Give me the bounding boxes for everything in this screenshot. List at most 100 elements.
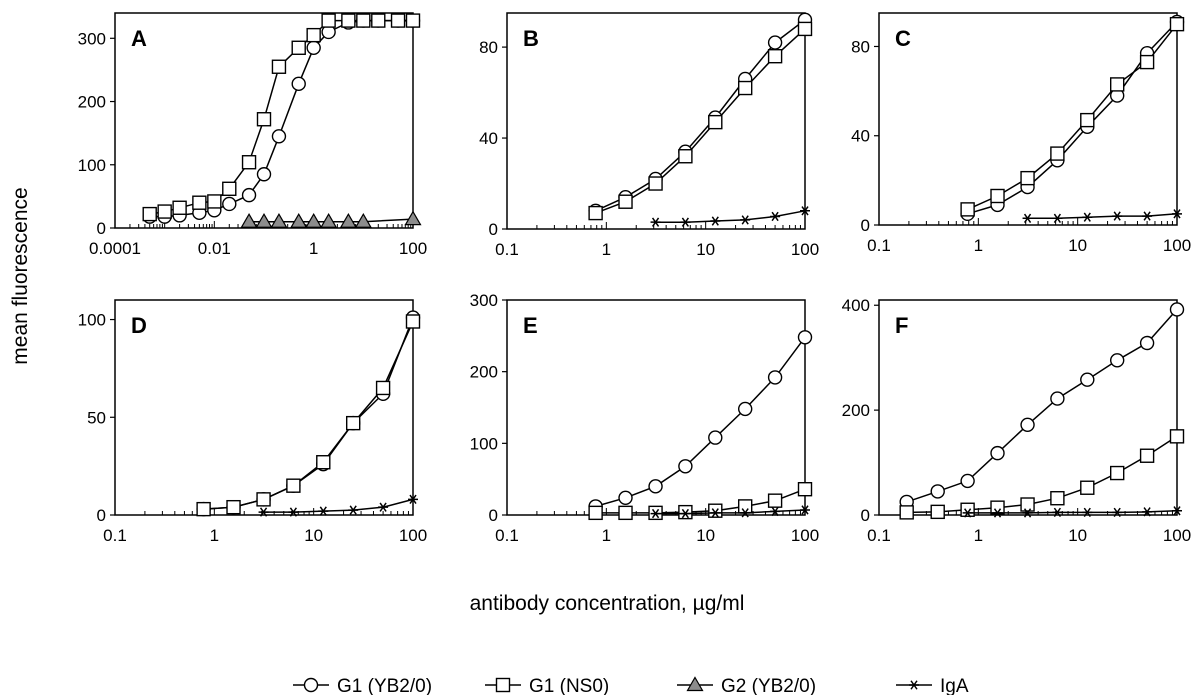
y-tick-label: 0 [489, 506, 498, 525]
series-square [142, 13, 421, 222]
data-point [899, 505, 914, 520]
data-point [648, 176, 663, 191]
x-tick-label: 0.1 [103, 526, 127, 545]
data-point [678, 459, 693, 474]
x-tick-label: 0.1 [495, 240, 519, 259]
data-point [990, 445, 1005, 461]
series-star [962, 506, 1182, 518]
panel-label: F [895, 313, 908, 338]
data-point [356, 13, 371, 28]
data-point [256, 112, 272, 127]
data-point [408, 494, 418, 505]
series-square [196, 314, 421, 517]
x-tick-label: 0.01 [198, 239, 231, 258]
data-point [1142, 507, 1153, 517]
data-point [1080, 372, 1095, 387]
series-circle [142, 13, 421, 224]
x-tick-label: 1 [602, 240, 611, 259]
data-point [737, 499, 753, 514]
data-point [1112, 507, 1123, 518]
data-point [1080, 480, 1095, 495]
y-tick-label: 0 [97, 219, 106, 238]
panel-f: 0 200 400 0.1 1 10 100 F [842, 296, 1192, 545]
data-point [770, 211, 781, 222]
data-point [405, 314, 421, 329]
data-point [354, 212, 372, 228]
data-point [1109, 77, 1125, 92]
data-point [1020, 497, 1035, 512]
series-circle [899, 302, 1185, 510]
data-point [1080, 112, 1095, 128]
y-tick-label: 100 [470, 434, 498, 453]
plot-frame [878, 12, 1178, 226]
data-point [316, 455, 331, 470]
x-tick-label: 10 [1068, 236, 1087, 255]
data-point [992, 508, 1003, 518]
data-point [1022, 508, 1033, 518]
data-point [286, 478, 301, 493]
data-point [1169, 16, 1185, 32]
data-point [708, 114, 723, 130]
panel-e: 0 100 200 300 0.1 1 10 100 E [470, 291, 820, 545]
data-point [710, 216, 721, 226]
series-star [258, 494, 418, 517]
x-minor-ticks [878, 218, 1173, 225]
data-point [650, 508, 661, 519]
data-point [271, 129, 287, 144]
data-point [678, 504, 693, 520]
data-point [378, 502, 389, 512]
data-point [1109, 353, 1125, 368]
data-point [737, 80, 753, 96]
data-point [318, 506, 329, 516]
x-tick-label: 1 [309, 239, 318, 258]
panel-b: 0 40 80 0.1 1 10 100 B [479, 12, 819, 259]
y-tick-label: 0 [489, 220, 498, 239]
data-point [1172, 209, 1182, 219]
data-point [588, 205, 603, 221]
legend-item: G1 (YB2/0) [293, 676, 432, 695]
panel-d: 0 50 100 0.1 1 10 100 D [78, 299, 427, 545]
y-tick-label: 0 [97, 506, 106, 525]
data-point [618, 505, 633, 521]
series-square [960, 16, 1185, 217]
x-tick-label: 1 [974, 526, 983, 545]
panel-c: 0 40 80 0.1 1 10 100 C [851, 12, 1191, 255]
data-point [1020, 170, 1035, 186]
data-point [241, 187, 257, 203]
data-point [767, 493, 783, 508]
x-tick-label: 10 [696, 240, 715, 259]
series-line [149, 19, 413, 218]
panel-label: A [131, 26, 147, 51]
plot-frame [114, 299, 414, 516]
y-tick-label: 100 [78, 156, 106, 175]
series-star [650, 206, 810, 227]
panel-label: E [523, 313, 538, 338]
data-point [404, 210, 422, 226]
data-point [256, 167, 272, 182]
x-tick-label: 10 [304, 526, 323, 545]
data-point [1082, 212, 1093, 222]
series-line [203, 317, 414, 510]
data-point [1139, 335, 1155, 351]
series-line [149, 19, 413, 215]
data-point [172, 200, 187, 215]
legend-item: IgA [896, 676, 969, 695]
data-point [226, 499, 241, 515]
data-point [960, 202, 975, 217]
series-circle [196, 310, 421, 517]
data-point [255, 212, 273, 228]
legend-marker [495, 677, 511, 693]
panel-a: 0 100 200 300 0.0001 0.01 1 100 A [78, 12, 427, 258]
y-tick-label: 40 [479, 129, 498, 148]
data-point [271, 59, 287, 74]
data-point [270, 212, 288, 228]
series-circle [588, 12, 813, 219]
series-line [595, 336, 806, 508]
data-point [797, 330, 813, 345]
data-point [291, 76, 306, 92]
data-point [321, 13, 336, 28]
data-point [800, 505, 810, 515]
data-point [1052, 213, 1063, 223]
